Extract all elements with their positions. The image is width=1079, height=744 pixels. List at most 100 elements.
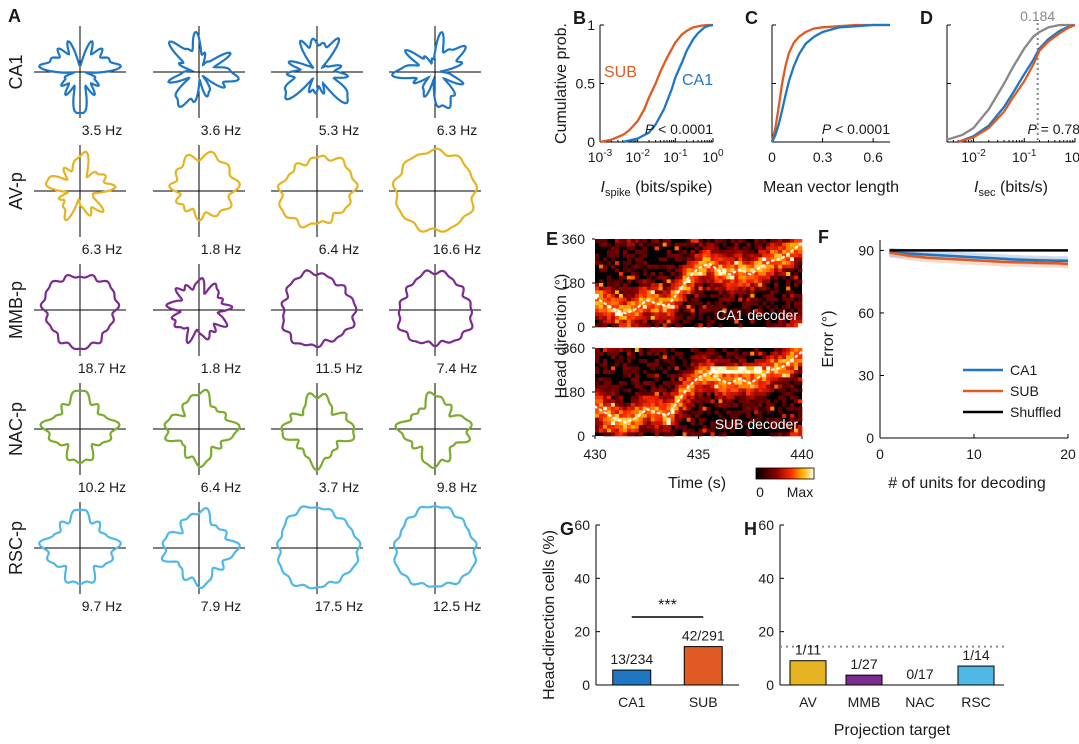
heatmap-cell (595, 377, 600, 382)
heatmap-cell (766, 250, 771, 254)
heatmap-cell (618, 384, 624, 389)
heatmap-cell (734, 275, 739, 280)
heatmap-cell (682, 395, 687, 400)
heatmap-cell (666, 366, 671, 371)
heatmap-cell (726, 294, 731, 298)
heatmap-cell (766, 381, 771, 385)
heatmap-cell (598, 421, 604, 426)
heatmap-cell (678, 312, 683, 317)
heatmap-cell (698, 290, 703, 295)
heatmap-cell (654, 406, 659, 411)
heatmap-cell (666, 316, 671, 320)
heatmap-cell (790, 432, 795, 437)
heatmap-cell (610, 246, 616, 251)
heatmap-cell (798, 305, 803, 309)
heatmap-cell (606, 301, 612, 306)
heatmap-cell (614, 312, 620, 317)
heatmap-cell (758, 395, 763, 400)
heatmap-cell (595, 384, 600, 389)
heatmap-cell (646, 392, 652, 396)
heatmap-cell (606, 388, 612, 393)
heatmap-cell (686, 395, 691, 400)
heatmap-cell (666, 381, 671, 385)
heatmap-cell (614, 421, 620, 426)
heatmap-cell (662, 286, 667, 291)
heatmap-cell (738, 410, 743, 415)
heatmap-cell (770, 359, 775, 363)
legend-ca1: CA1 (1010, 362, 1037, 378)
heatmap-cell (670, 355, 675, 360)
heatmap-cell (774, 275, 779, 280)
heatmap-cell (770, 381, 775, 385)
heatmap-cell (734, 286, 739, 291)
heatmap-cell (794, 283, 799, 287)
heatmap-cell (794, 359, 799, 363)
heatmap-cell (670, 381, 675, 385)
heatmap-cell (754, 264, 759, 269)
heatmap-cell (662, 308, 667, 313)
heatmap-cell (766, 257, 771, 262)
heatmap-cell (666, 319, 671, 324)
heatmap-cell (778, 253, 783, 258)
heatmap-cell (718, 359, 723, 363)
heatmap-cell (762, 384, 767, 389)
heatmap-cell (734, 410, 739, 415)
heatmap-cell (710, 399, 715, 404)
heatmap-cell (782, 319, 787, 324)
y-tick-label: 60 (574, 517, 590, 533)
heatmap-cell (602, 290, 608, 295)
cdf-series-sub (770, 23, 890, 143)
heatmap-cell (778, 370, 783, 374)
heatmap-cell (682, 377, 687, 382)
heatmap-cell (758, 392, 763, 396)
heatmap-cell (722, 392, 727, 396)
heatmap-cell (638, 428, 644, 433)
y-tick-label: 0 (587, 134, 595, 150)
heatmap-cell (698, 294, 703, 298)
panel-letter: D (920, 8, 933, 28)
heatmap-cell (722, 373, 727, 378)
heatmap-cell (674, 366, 679, 371)
heatmap-cell (706, 351, 711, 356)
heatmap-cell (786, 362, 791, 367)
heatmap-cell (674, 316, 679, 320)
heatmap-cell (774, 268, 779, 273)
polar-tuning-curve (394, 391, 473, 470)
heatmap-cell (710, 275, 715, 280)
heatmap-cell (794, 428, 799, 433)
heatmap-cell (642, 414, 648, 418)
heatmap-cell (614, 297, 620, 302)
heatmap-cell (718, 384, 723, 389)
heatmap-cell (782, 399, 787, 404)
heatmap-cell (722, 294, 727, 298)
firing-rate-label: 11.5 Hz (315, 360, 362, 376)
heatmap-cell (698, 272, 703, 276)
heatmap-cell (706, 239, 711, 243)
heatmap-cell (702, 355, 707, 360)
heatmap-cell (638, 403, 644, 407)
heatmap-cell (646, 279, 652, 284)
heatmap-cell (706, 410, 711, 415)
heatmap-cell (674, 417, 679, 422)
heatmap-cell (762, 268, 767, 273)
heatmap-cell (758, 268, 763, 273)
heatmap-cell (754, 392, 759, 396)
heatmap-cell (690, 370, 695, 374)
heatmap-cell (614, 417, 620, 422)
heatmap-cell (638, 294, 644, 298)
heatmap-cell (762, 283, 767, 287)
heatmap-cell (666, 279, 671, 284)
heatmap-cell (698, 403, 703, 407)
heatmap-cell (750, 392, 755, 396)
heatmap-cell (714, 283, 719, 287)
heatmap-cell (674, 257, 679, 262)
heatmap-cell (610, 250, 616, 254)
heatmap-cell (606, 432, 612, 437)
heatmap-cell (646, 312, 652, 317)
heatmap-cell (654, 432, 659, 437)
heatmap-cell (790, 268, 795, 273)
heatmap-cell (766, 359, 771, 363)
heatmap-cell (606, 275, 612, 280)
heatmap-cell (766, 399, 771, 404)
heatmap-cell (626, 279, 632, 284)
